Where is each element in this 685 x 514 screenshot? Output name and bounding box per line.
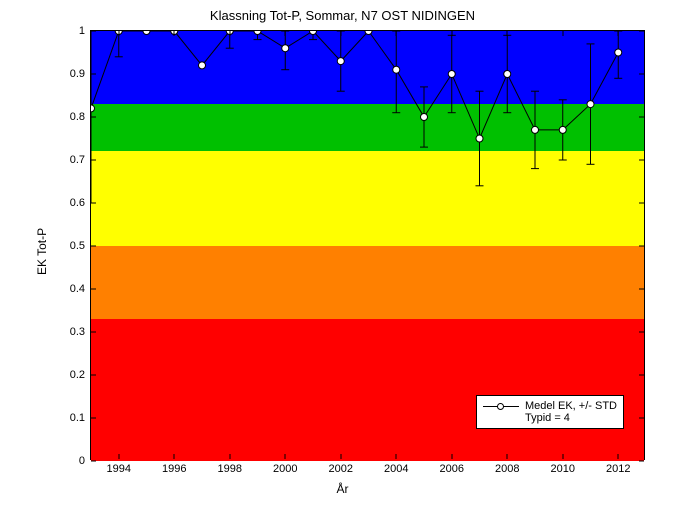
- y-tick-label: 0: [79, 455, 85, 467]
- y-tick-label: 1: [79, 25, 85, 37]
- x-tick-label: 2012: [606, 463, 630, 475]
- y-tick-label: 0.1: [70, 412, 85, 424]
- y-tick-label: 0.2: [70, 369, 85, 381]
- x-tick-label: 1998: [218, 463, 242, 475]
- y-tick-label: 0.8: [70, 111, 85, 123]
- y-tick-label: 0.3: [70, 326, 85, 338]
- y-tick-label: 0.6: [70, 197, 85, 209]
- y-tick-label: 0.4: [70, 283, 85, 295]
- x-tick-label: 2008: [495, 463, 519, 475]
- figure: { "title": "Klassning Tot-P, Sommar, N7 …: [0, 0, 685, 514]
- legend-sample: [483, 401, 519, 411]
- x-tick-label: 2004: [384, 463, 408, 475]
- x-tick-label: 2000: [273, 463, 297, 475]
- x-axis-label: År: [0, 482, 685, 496]
- chart-title: Klassning Tot-P, Sommar, N7 OST NIDINGEN: [0, 8, 685, 23]
- x-tick-label: 1996: [162, 463, 186, 475]
- y-tick-label: 0.5: [70, 240, 85, 252]
- legend-line-2: Typid = 4: [525, 412, 570, 424]
- band: [91, 151, 644, 246]
- x-tick-label: 2010: [551, 463, 575, 475]
- y-tick-label: 0.7: [70, 154, 85, 166]
- y-axis-label: EK Tot-P: [35, 228, 49, 275]
- x-tick-label: 1994: [107, 463, 131, 475]
- band: [91, 246, 644, 319]
- plot-area: 00.10.20.30.40.50.60.70.80.91 1994199619…: [90, 30, 645, 460]
- x-tick-label: 2002: [329, 463, 353, 475]
- legend: Medel EK, +/- STD Typid = 4: [476, 395, 624, 429]
- y-tick-label: 0.9: [70, 68, 85, 80]
- band: [91, 104, 644, 151]
- legend-line-1: Medel EK, +/- STD: [525, 400, 617, 412]
- x-tick-label: 2006: [440, 463, 464, 475]
- band: [91, 31, 644, 104]
- band: [91, 319, 644, 461]
